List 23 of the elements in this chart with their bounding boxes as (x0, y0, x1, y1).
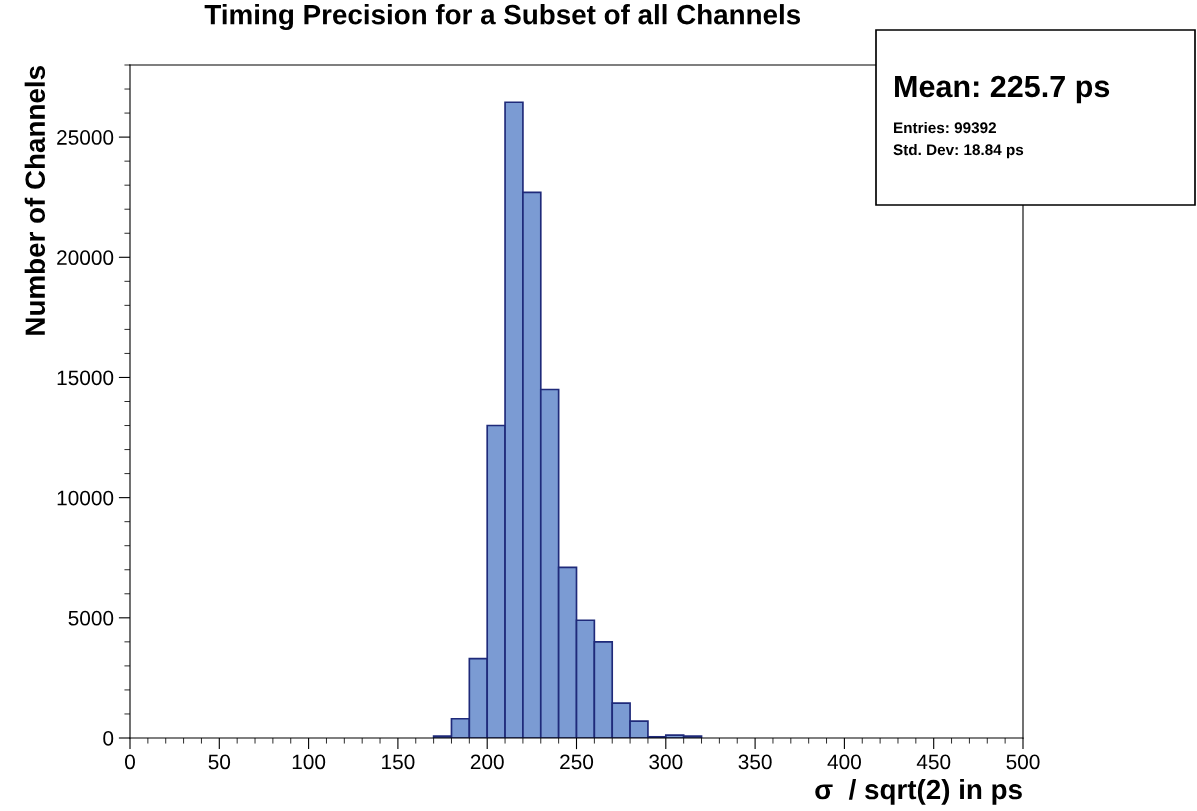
y-tick-label: 0 (103, 731, 114, 746)
x-tick-label: 200 (470, 754, 504, 770)
y-tick-label: 20000 (57, 250, 114, 266)
x-tick-label: 250 (560, 754, 594, 770)
x-tick-label: 500 (1006, 754, 1040, 770)
x-tick-label: 0 (125, 754, 135, 770)
y-tick-label: 10000 (57, 490, 114, 506)
y-tick-label: 15000 (57, 370, 114, 386)
x-tick-label: 100 (292, 754, 326, 770)
y-tick-label: 25000 (57, 130, 114, 145)
annotation: Std. Dev: 18.84 ps (893, 143, 1024, 159)
x-tick-label: 400 (827, 754, 861, 770)
annotation: Entries: 99392 (894, 121, 996, 134)
annotation: Mean: 225.7 ps (895, 75, 1110, 104)
chart-title: Timing Precision for a Subset of all Channels (204, 4, 801, 31)
x-tick-label: 350 (738, 754, 772, 770)
x-tick-label: 450 (916, 754, 951, 770)
y-axis-title: Number of Channels (24, 66, 46, 335)
y-tick-label: 5000 (68, 610, 114, 626)
x-axis-title: σ / sqrt(2) in ps (815, 778, 1022, 805)
x-tick-label: 300 (649, 754, 683, 770)
x-tick-label: 150 (382, 754, 415, 770)
x-tick-label: 50 (208, 754, 231, 770)
